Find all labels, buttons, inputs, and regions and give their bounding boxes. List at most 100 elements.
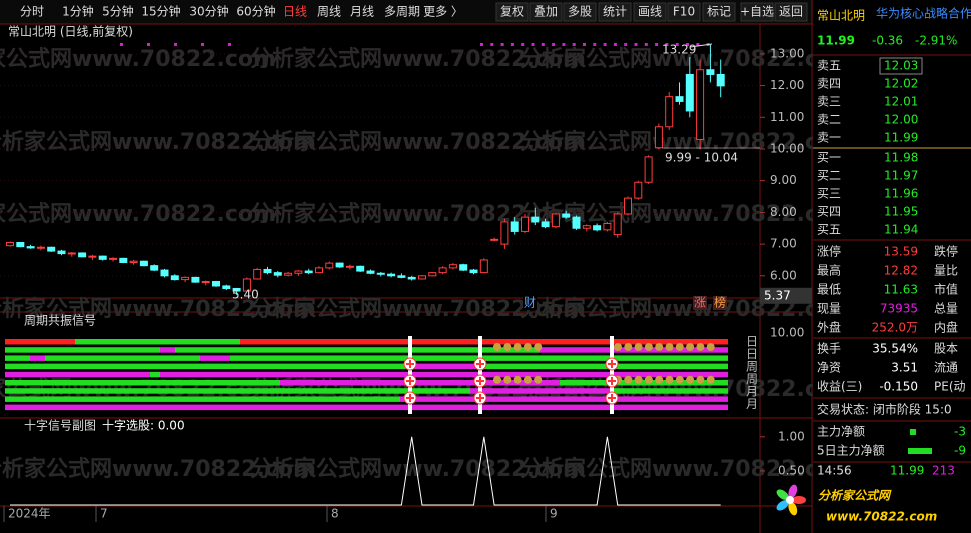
flow-bar bbox=[908, 448, 932, 454]
candle-body bbox=[500, 221, 509, 245]
signal-bar bbox=[480, 363, 728, 370]
signal-dot bbox=[613, 43, 617, 46]
stat-label: 股本 bbox=[934, 342, 958, 356]
y-tick-label: 0.50 bbox=[778, 463, 805, 477]
flow-bar bbox=[910, 429, 916, 435]
bid-price: 11.95 bbox=[884, 205, 918, 219]
annotation: 13.29 bbox=[662, 43, 696, 57]
button-bg bbox=[529, 2, 563, 22]
signal-dot bbox=[120, 43, 123, 46]
stat-value: 11.63 bbox=[884, 283, 918, 297]
candle-body bbox=[521, 216, 529, 232]
signal-dot bbox=[675, 43, 679, 46]
period-tab[interactable]: 60分钟 bbox=[236, 4, 275, 19]
candle-body bbox=[232, 287, 241, 292]
period-tab[interactable]: 月线 bbox=[350, 5, 374, 19]
candle-body bbox=[356, 265, 365, 272]
candle-body bbox=[438, 267, 447, 274]
candle-body bbox=[387, 273, 396, 277]
signal-dot bbox=[480, 43, 483, 46]
stat-label: 净资 bbox=[817, 361, 841, 375]
signal-bar bbox=[280, 380, 560, 386]
y-tick-label: 9.00 bbox=[770, 173, 797, 187]
side-label: 日 bbox=[746, 347, 758, 361]
period-tab[interactable]: 分时 bbox=[20, 5, 44, 19]
signal-bar bbox=[175, 347, 480, 353]
candle-body bbox=[716, 73, 725, 87]
stat-label: 跌停 bbox=[934, 244, 958, 259]
signal-dot bbox=[541, 43, 545, 46]
toolbar-button[interactable]: 多股 bbox=[568, 5, 592, 19]
candle-body bbox=[191, 276, 200, 283]
candle-body bbox=[273, 272, 282, 276]
chart-title: 常山北明 (日线,前复权) bbox=[8, 24, 133, 39]
signal-dot bbox=[603, 43, 607, 46]
stat-value: 3.51 bbox=[891, 361, 918, 375]
candle-body bbox=[490, 238, 499, 241]
signal-bar bbox=[45, 355, 200, 361]
toolbar-button[interactable]: 标记 bbox=[707, 5, 731, 19]
stat-label: 最高 bbox=[817, 263, 841, 278]
period-tab[interactable]: 日线 bbox=[283, 5, 307, 19]
toolbar-button[interactable]: +自选 bbox=[740, 5, 774, 19]
toolbar-button[interactable]: 复权 bbox=[500, 5, 524, 19]
logo-name: 分析家公式网 bbox=[818, 489, 892, 503]
toolbar-button[interactable]: 返回 bbox=[779, 5, 803, 19]
signal-bar bbox=[75, 339, 240, 345]
period-tab[interactable]: 1分钟 bbox=[62, 4, 94, 19]
y-tick-label: 7.00 bbox=[770, 237, 797, 251]
y-tick-label: 1.00 bbox=[778, 429, 805, 443]
candle-body bbox=[593, 225, 602, 231]
ask-price: 12.00 bbox=[884, 113, 918, 127]
period-tab[interactable]: 多周期 bbox=[384, 5, 420, 19]
watermark: 分析家公式网www.70822.com bbox=[250, 46, 586, 72]
coin-icon bbox=[706, 343, 715, 351]
watermark: 分析家公式网www.70822.com bbox=[0, 129, 316, 155]
ask-label: 卖一 bbox=[817, 131, 841, 145]
toolbar-button[interactable]: 画线 bbox=[638, 5, 662, 19]
candle-body bbox=[665, 96, 674, 128]
stock-name: 常山北明 bbox=[817, 9, 865, 23]
candle-body bbox=[376, 272, 385, 275]
candle-body bbox=[26, 246, 35, 249]
coin-icon bbox=[665, 343, 674, 351]
side-label: 月 bbox=[746, 397, 758, 411]
candle-body bbox=[78, 252, 87, 258]
stat-value: 73935 bbox=[880, 302, 918, 316]
toolbar-button[interactable]: 统计 bbox=[603, 5, 627, 19]
signal-bar bbox=[5, 388, 470, 394]
candle-body bbox=[541, 221, 550, 228]
tick-row: 14:56 bbox=[817, 464, 852, 478]
coin-icon bbox=[634, 375, 643, 384]
candle-body bbox=[366, 270, 375, 274]
signal-bar bbox=[150, 371, 160, 378]
candle-body bbox=[624, 197, 632, 215]
stat-value: -0.150 bbox=[879, 380, 918, 394]
highlight-box bbox=[879, 57, 923, 75]
toolbar-button[interactable]: 叠加 bbox=[534, 5, 558, 19]
candle-body bbox=[582, 225, 591, 229]
price-change-pct: -2.91% bbox=[915, 34, 957, 48]
period-tab[interactable]: 更多 〉 bbox=[423, 5, 463, 19]
signal-dot bbox=[562, 43, 566, 46]
period-tab[interactable]: 15分钟 bbox=[141, 4, 180, 19]
event-marker: 财 bbox=[524, 296, 536, 310]
coin-icon bbox=[493, 375, 501, 384]
signal-dot bbox=[490, 43, 494, 46]
stat-label: 外盘 bbox=[817, 320, 841, 335]
cross-icon bbox=[608, 360, 616, 368]
period-tab[interactable]: 周线 bbox=[317, 5, 341, 19]
coin-icon bbox=[686, 343, 695, 351]
toolbar-button[interactable]: F10 bbox=[673, 5, 695, 19]
period-tab[interactable]: 30分钟 bbox=[189, 4, 228, 19]
coin-icon bbox=[644, 375, 653, 384]
stat-value: 13.59 bbox=[884, 245, 918, 259]
marker-bg bbox=[713, 296, 727, 310]
period-tab[interactable]: 5分钟 bbox=[102, 4, 134, 19]
coin-icon bbox=[706, 375, 715, 384]
watermark: 分析家公式网www.70822.com bbox=[250, 129, 586, 155]
ask-label: 卖四 bbox=[817, 77, 841, 91]
cross-icon bbox=[476, 377, 484, 385]
button-bg bbox=[495, 2, 529, 22]
